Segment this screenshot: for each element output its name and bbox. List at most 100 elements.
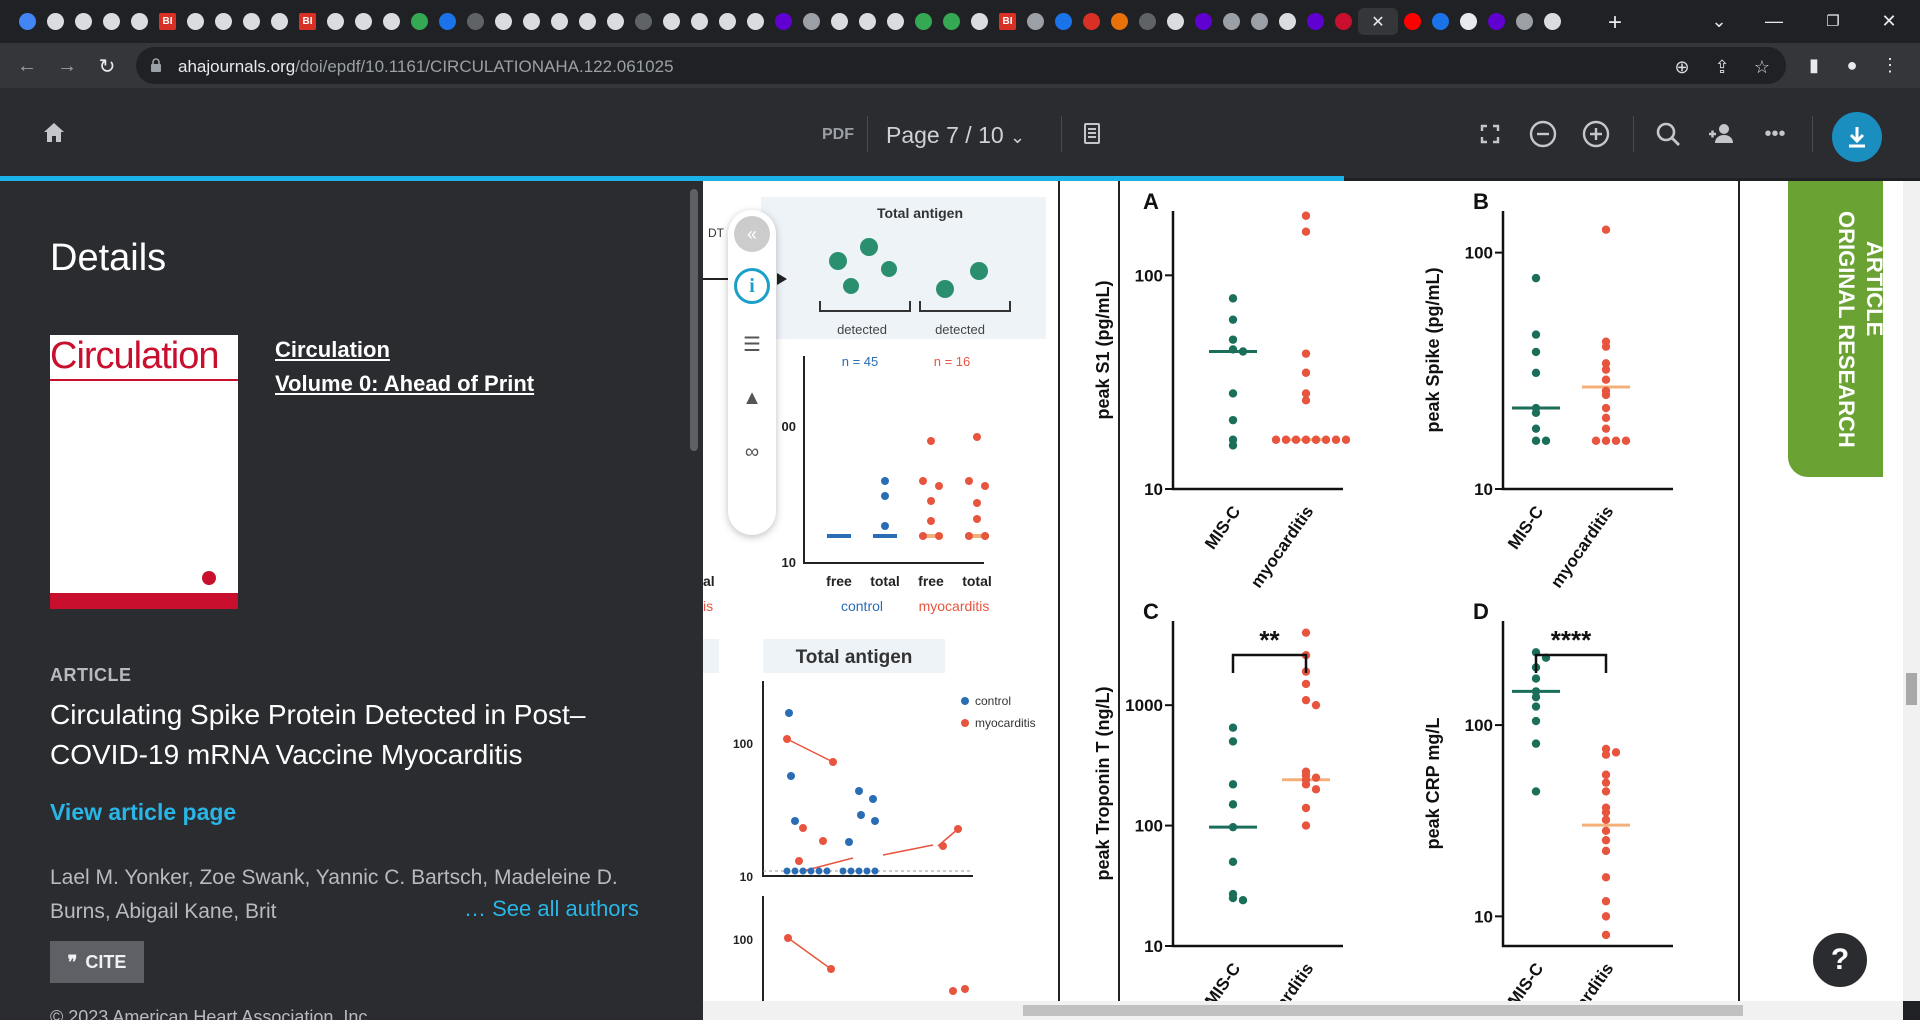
forward-icon[interactable]: → [57,54,77,77]
browser-tab[interactable] [42,8,69,35]
reload-icon[interactable]: ↻ [98,55,116,78]
horizontal-scroll-thumb[interactable] [1023,1005,1743,1016]
address-bar[interactable]: ahajournals.org/doi/epdf/10.1161/CIRCULA… [136,47,1786,84]
url-text[interactable]: ahajournals.org/doi/epdf/10.1161/CIRCULA… [178,57,674,77]
browser-tab[interactable] [462,8,489,35]
browser-tab[interactable] [238,8,265,35]
browser-tab[interactable] [1162,8,1189,35]
browser-tab[interactable] [1218,8,1245,35]
browser-tab[interactable] [1483,8,1510,35]
browser-tab[interactable] [826,8,853,35]
home-icon[interactable] [36,115,72,151]
view-article-link[interactable]: View article page [50,799,237,825]
browser-tab[interactable] [770,8,797,35]
pdf-page-view[interactable]: Total antigen DT detected detected n = 4… [703,181,1903,1001]
close-tab-icon[interactable]: ✕ [1371,13,1385,31]
bookmark-star-icon[interactable]: ☆ [1753,56,1771,77]
browser-tab[interactable] [350,8,377,35]
browser-tab[interactable] [490,8,517,35]
browser-tab[interactable] [14,8,41,35]
side-panel-icon[interactable]: ▮ [1809,54,1819,75]
browser-tab[interactable] [658,8,685,35]
browser-tab[interactable] [1050,8,1077,35]
restore-button[interactable]: ❐ [1826,13,1840,30]
browser-tab[interactable]: BI [294,8,321,35]
back-icon[interactable]: ← [17,54,37,77]
search-icon[interactable] [1650,116,1686,152]
browser-tab[interactable] [1302,8,1329,35]
profile-icon[interactable]: ● [1846,54,1858,75]
journal-link[interactable]: Circulation [275,337,390,362]
browser-tab[interactable] [1134,8,1161,35]
browser-tab[interactable] [1330,8,1357,35]
horizontal-scrollbar[interactable] [703,1001,1903,1020]
cite-button[interactable]: ❞ CITE [50,941,144,983]
browser-tab[interactable] [210,8,237,35]
info-icon[interactable]: i [734,268,770,304]
more-options-icon[interactable]: ••• [1764,122,1786,145]
vertical-scrollbar[interactable] [1903,181,1920,1001]
list-icon[interactable]: ☰ [743,333,761,356]
close-window-button[interactable]: ✕ [1881,10,1897,31]
link-icon[interactable]: ∞ [744,440,760,463]
browser-tab[interactable] [574,8,601,35]
fullscreen-icon[interactable] [1472,116,1508,152]
browser-tab[interactable] [910,8,937,35]
browser-tab[interactable] [1190,8,1217,35]
new-tab-button[interactable]: + [1607,9,1622,36]
browser-tab[interactable] [1022,8,1049,35]
browser-tab[interactable] [742,8,769,35]
browser-tab[interactable] [602,8,629,35]
browser-tab[interactable] [1399,8,1426,35]
browser-tab[interactable] [98,8,125,35]
browser-tab[interactable] [1539,8,1566,35]
tab-search-icon[interactable]: ⌄ [1711,10,1727,31]
browser-tab[interactable] [966,8,993,35]
browser-tab[interactable] [1274,8,1301,35]
browser-tab[interactable] [546,8,573,35]
zoom-out-icon[interactable] [1525,116,1561,152]
browser-tab[interactable] [630,8,657,35]
browser-tab[interactable] [882,8,909,35]
help-button[interactable]: ? [1810,930,1870,990]
share-icon[interactable]: ⇪ [1714,56,1730,77]
details-scrollbar[interactable] [690,189,698,451]
browser-tab[interactable] [798,8,825,35]
journal-cover-image[interactable]: Circulation [50,335,238,609]
image-icon[interactable]: ▲ [742,386,762,409]
browser-tab[interactable] [854,8,881,35]
browser-tab[interactable] [714,8,741,35]
browser-tab[interactable] [70,8,97,35]
add-user-icon[interactable] [1704,116,1740,152]
browser-tab[interactable] [266,8,293,35]
volume-link[interactable]: Volume 0: Ahead of Print [275,371,535,396]
menu-icon[interactable]: ⋮ [1881,54,1899,75]
browser-tab[interactable] [1427,8,1454,35]
see-all-authors-link[interactable]: … See all authors [458,896,639,922]
minimize-button[interactable]: — [1765,10,1783,31]
browser-tab[interactable] [378,8,405,35]
browser-tab[interactable] [1511,8,1538,35]
document-outline-icon[interactable] [1074,116,1110,152]
page-selector[interactable]: Page 7 / 10 ⌄ [886,122,1025,149]
browser-tab[interactable] [1455,8,1482,35]
browser-tab[interactable] [518,8,545,35]
browser-tab[interactable] [322,8,349,35]
browser-tab[interactable] [1078,8,1105,35]
zoom-icon[interactable]: ⊕ [1674,56,1690,77]
collapse-icon[interactable]: « [734,216,770,252]
browser-tab[interactable] [406,8,433,35]
download-button[interactable] [1832,112,1882,162]
vertical-scroll-thumb[interactable] [1906,673,1917,705]
browser-tab[interactable] [1246,8,1273,35]
browser-tab[interactable]: BI [154,8,181,35]
browser-tab[interactable] [434,8,461,35]
browser-tab[interactable] [182,8,209,35]
active-tab[interactable]: ✕ [1358,8,1398,35]
browser-tab[interactable] [126,8,153,35]
browser-tab[interactable] [686,8,713,35]
zoom-in-icon[interactable] [1578,116,1614,152]
browser-tab[interactable]: BI [994,8,1021,35]
browser-tab[interactable] [1106,8,1133,35]
browser-tab[interactable] [938,8,965,35]
